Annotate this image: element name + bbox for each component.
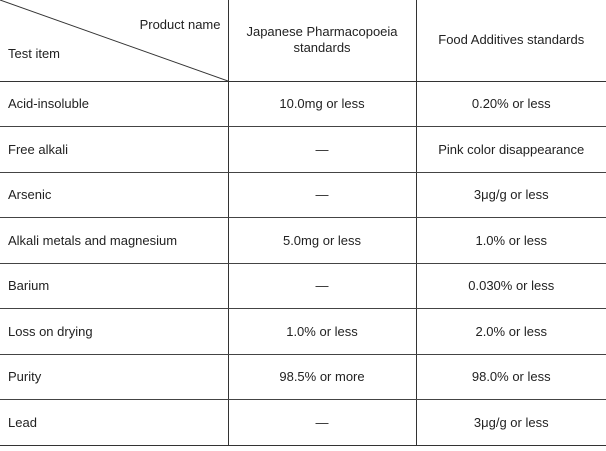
- table-row: Free alkali — Pink color disappearance: [0, 126, 606, 173]
- diagonal-divider: [0, 0, 228, 81]
- jp-standard-cell: 1.0% or less: [227, 308, 416, 355]
- jp-standard-cell: —: [227, 399, 416, 446]
- jp-standard-cell: —: [227, 172, 416, 218]
- product-name-label: Product name: [139, 17, 221, 32]
- jp-standard-cell: 5.0mg or less: [227, 217, 416, 264]
- table-row: Loss on drying 1.0% or less 2.0% or less: [0, 308, 606, 355]
- food-additives-header: Food Additives standards: [415, 0, 606, 82]
- table-row: Acid-insoluble 10.0mg or less 0.20% or les…: [0, 81, 606, 127]
- table-row: Alkali metals and magnesium 5.0mg or less…: [0, 217, 606, 264]
- food-standard-cell: 0.20% or less: [415, 81, 606, 127]
- table-body: Acid-insoluble 10.0mg or less 0.20% or les…: [0, 81, 606, 446]
- test-item-cell: Lead: [0, 399, 228, 446]
- jp-standard-cell: 10.0mg or less: [227, 81, 416, 127]
- test-item-cell: Arsenic: [0, 172, 228, 218]
- test-item-cell: Alkali metals and magnesium: [0, 217, 228, 264]
- food-standard-cell: 1.0% or less: [415, 217, 606, 264]
- table-row: Barium —0.030% or less: [0, 263, 606, 309]
- test-item-cell: Acid-insoluble: [0, 81, 228, 127]
- test-item-cell: Barium: [0, 263, 228, 309]
- food-standard-cell: 2.0% or less: [415, 308, 606, 355]
- test-item-cell: Purity: [0, 354, 228, 400]
- table-row: Arsenic —3μg/g or less: [0, 172, 606, 218]
- test-item-cell: Loss on drying: [0, 308, 228, 355]
- table-row: Lead —3μg/g or less: [0, 399, 606, 446]
- food-standard-cell: 98.0% or less: [415, 354, 606, 400]
- test-item-label: Test item: [8, 46, 61, 61]
- test-item-cell: Free alkali: [0, 126, 228, 173]
- jp-standard-cell: —: [227, 126, 416, 173]
- food-standard-cell: 3μg/g or less: [415, 172, 606, 218]
- food-standard-cell: Pink color disappearance: [415, 126, 606, 173]
- jp-standard-cell: 98.5% or more: [227, 354, 416, 400]
- header-row: Product name Test item Japanese Pharmaco…: [0, 0, 606, 82]
- food-standard-cell: 3μg/g or less: [415, 399, 606, 446]
- table-row: Purity 98.5% or more 98.0% or less: [0, 354, 606, 400]
- corner-header-cell: Product name Test item: [0, 0, 228, 82]
- jp-standard-cell: —: [227, 263, 416, 309]
- jp-standards-header: Japanese Pharmacopoeia standards: [227, 0, 416, 82]
- food-standard-cell: 0.030% or less: [415, 263, 606, 309]
